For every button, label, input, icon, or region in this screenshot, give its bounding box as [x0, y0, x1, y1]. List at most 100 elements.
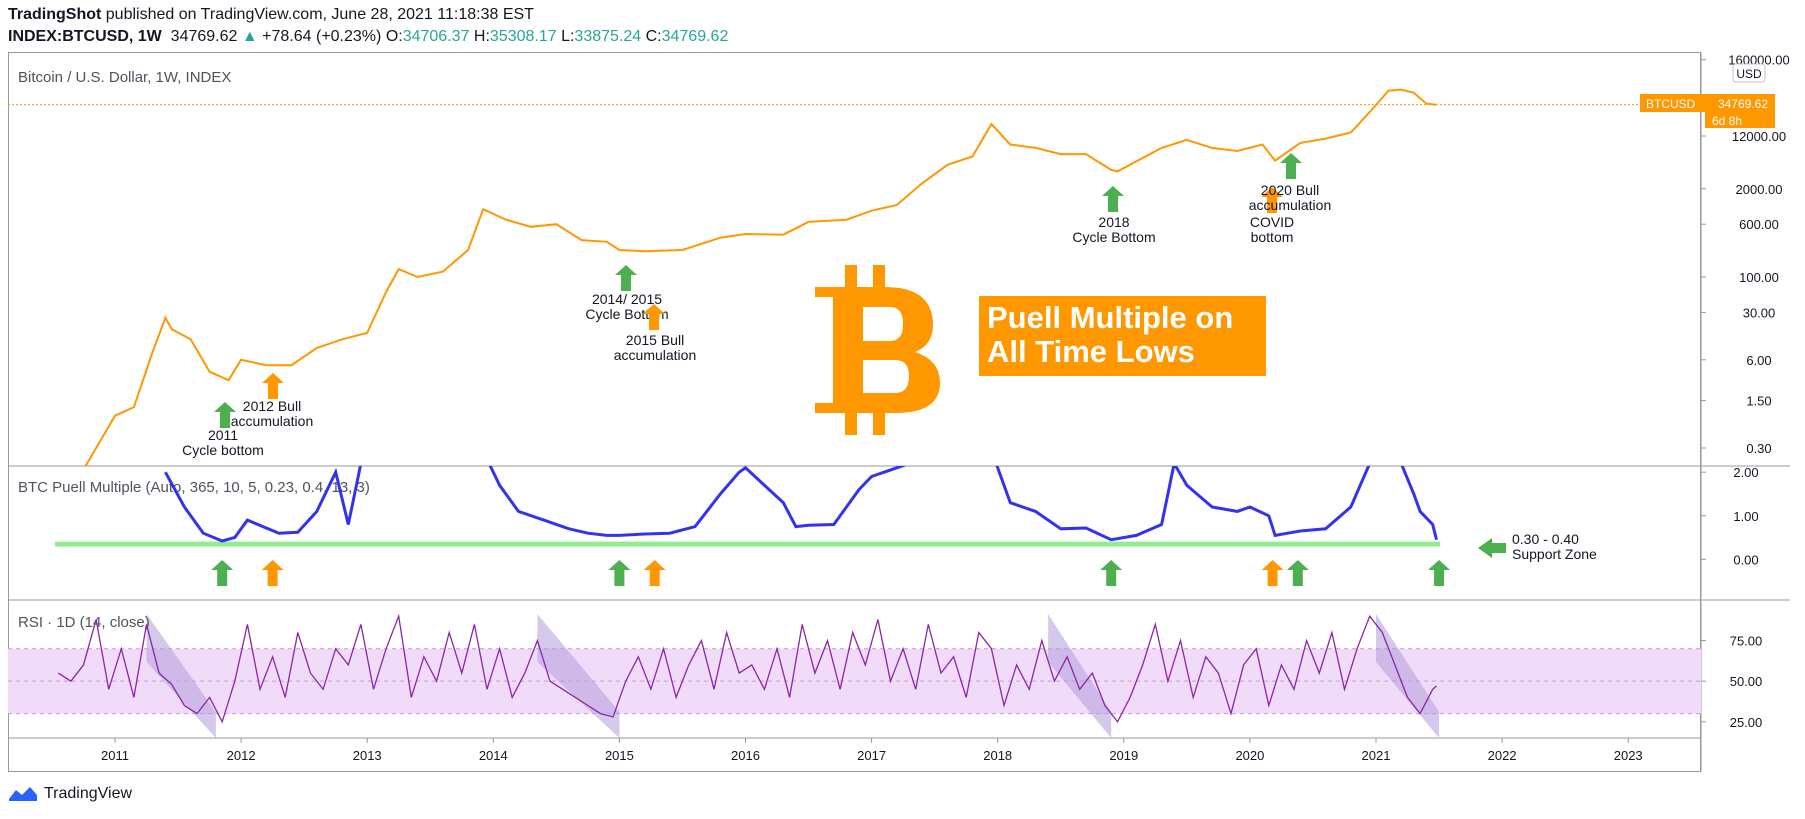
- annotation-label: 2011 Cycle bottom: [182, 427, 264, 458]
- annotation-label-line: 2014/ 2015: [592, 291, 662, 307]
- puell-tick-label: 0.00: [1733, 552, 1758, 567]
- green-up-arrow-icon: [1280, 153, 1302, 179]
- symbol-label: INDEX:BTCUSD, 1W: [8, 28, 162, 45]
- annotation-label-line: 2012 Bull: [243, 398, 301, 414]
- orange-up-arrow-icon: [1261, 187, 1283, 213]
- annotation-label-line: accumulation: [1249, 197, 1332, 213]
- annotation-label: 2018 Cycle Bottom: [1072, 214, 1155, 245]
- price-tick-label: 600.00: [1739, 217, 1779, 232]
- x-tick-label: 2011: [101, 748, 129, 763]
- footer-brand[interactable]: TradingView: [8, 785, 132, 803]
- x-tick-label: 2017: [857, 748, 886, 763]
- rsi-tick-label: 25.00: [1730, 715, 1763, 730]
- green-up-arrow-icon: [1100, 560, 1123, 586]
- rsi-tick-label: 50.00: [1730, 674, 1763, 689]
- rsi-trend-channel: [537, 614, 620, 738]
- annotation-label: 2012 Bull accumulation: [231, 398, 314, 429]
- close-value: 34769.62: [661, 28, 729, 45]
- low-value: 33875.24: [574, 28, 642, 45]
- puell-tick-label: 2.00: [1733, 465, 1758, 480]
- green-up-arrow-icon: [214, 402, 236, 428]
- orange-up-arrow-icon: [643, 304, 665, 330]
- annotation-label-line: Cycle bottom: [182, 442, 264, 458]
- callout-text: Puell Multiple on All Time Lows: [987, 300, 1233, 369]
- unit-badge: [1732, 63, 1766, 83]
- x-tick-label: 2013: [353, 748, 382, 763]
- support-zone-label-line: 0.30 - 0.40: [1512, 531, 1579, 547]
- high-value: 35308.17: [489, 28, 557, 45]
- bitcoin-logo: [815, 265, 940, 435]
- x-tick-label: 2022: [1488, 748, 1517, 763]
- annotation-label: COVID bottom: [1250, 214, 1294, 245]
- last-price: 34769.62: [170, 28, 238, 45]
- orange-up-arrow-icon: [262, 373, 284, 399]
- puell-tick-label: 1.00: [1733, 509, 1758, 524]
- green-up-arrow-icon: [211, 560, 234, 586]
- x-tick-label: 2021: [1362, 748, 1391, 763]
- x-tick-label: 2023: [1614, 748, 1643, 763]
- bitcoin-logo-b: [815, 287, 940, 413]
- price-tag-countdown: 6d 8h: [1712, 114, 1742, 128]
- annotation-label-line: 2011: [208, 427, 238, 443]
- price-tick-label: 2000.00: [1736, 182, 1783, 197]
- footer-brand-text: TradingView: [44, 785, 133, 802]
- rsi-band: [8, 648, 1701, 714]
- rsi-trend-channel: [1048, 614, 1112, 738]
- publisher-name: TradingShot: [8, 6, 102, 23]
- x-tick-label: 2020: [1235, 748, 1264, 763]
- rsi-trend-channel: [146, 614, 216, 738]
- price-change: +78.64 (+0.23%): [262, 28, 382, 45]
- orange-up-arrow-icon: [1261, 560, 1284, 586]
- annotation-label-line: accumulation: [614, 347, 697, 363]
- open-value: 34706.37: [402, 28, 470, 45]
- annotation-label: 2015 Bull accumulation: [614, 332, 697, 363]
- annotation-label-line: 2015 Bull: [626, 332, 684, 348]
- callout-text-line: Puell Multiple on: [987, 300, 1233, 335]
- puell-line: [164, 466, 1438, 543]
- x-tick-label: 2016: [731, 748, 760, 763]
- published-text: published on TradingView.com, June 28, 2…: [105, 6, 534, 23]
- orange-up-arrow-icon: [261, 560, 284, 586]
- publisher-line: TradingShot published on TradingView.com…: [8, 6, 534, 24]
- annotation-label-line: 2018: [1098, 214, 1129, 230]
- up-triangle-icon: ▲: [241, 28, 258, 45]
- rsi-line: [57, 613, 1437, 724]
- price-tag-symbol: BTCUSD: [1646, 97, 1696, 111]
- tradingview-logo-icon: [9, 787, 37, 801]
- price-tag-box: [1640, 94, 1775, 112]
- x-tick-label: 2015: [605, 748, 634, 763]
- price-tick-label: 1.50: [1746, 394, 1771, 409]
- price-tick-label: 100.00: [1739, 270, 1779, 285]
- price-tag-countdown-box: [1705, 112, 1775, 128]
- annotation-label-line: 2020 Bull: [1261, 182, 1319, 198]
- puell-pane-title: BTC Puell Multiple (Auto, 365, 10, 5, 0.…: [18, 479, 370, 496]
- support-zone-label: 0.30 - 0.40 Support Zone: [1512, 531, 1597, 562]
- price-tick-label: 6.00: [1746, 353, 1771, 368]
- annotation-label: 2020 Bull accumulation: [1249, 182, 1332, 213]
- rsi-pane-title: RSI · 1D (14, close): [18, 614, 150, 631]
- price-tick-label: 12000.00: [1732, 129, 1786, 144]
- green-up-arrow-icon: [1286, 560, 1309, 586]
- close-label: C:: [645, 28, 662, 45]
- x-tick-label: 2019: [1109, 748, 1138, 763]
- x-tick-label: 2014: [479, 748, 508, 763]
- green-up-arrow-icon: [608, 560, 631, 586]
- x-tick-label: 2018: [983, 748, 1012, 763]
- annotation-label-line: COVID: [1250, 214, 1294, 230]
- callout-text-line: All Time Lows: [987, 334, 1195, 369]
- support-zone-label-line: Support Zone: [1512, 546, 1597, 562]
- price-tick-label: 0.30: [1746, 441, 1771, 456]
- annotation-label-line: Cycle Bottom: [1072, 229, 1155, 245]
- green-up-arrow-icon: [615, 265, 637, 291]
- open-label: O:: [385, 28, 403, 45]
- orange-up-arrow-icon: [643, 560, 666, 586]
- ohlc-line: INDEX:BTCUSD, 1W 34769.62 ▲ +78.64 (+0.2…: [8, 28, 728, 46]
- high-label: H:: [473, 28, 490, 45]
- annotation-label-line: bottom: [1251, 229, 1294, 245]
- price-tick-label: 30.00: [1743, 305, 1776, 320]
- low-label: L:: [561, 28, 575, 45]
- green-up-arrow-icon: [1102, 186, 1124, 212]
- x-tick-label: 2012: [227, 748, 256, 763]
- rsi-tick-label: 75.00: [1730, 634, 1763, 649]
